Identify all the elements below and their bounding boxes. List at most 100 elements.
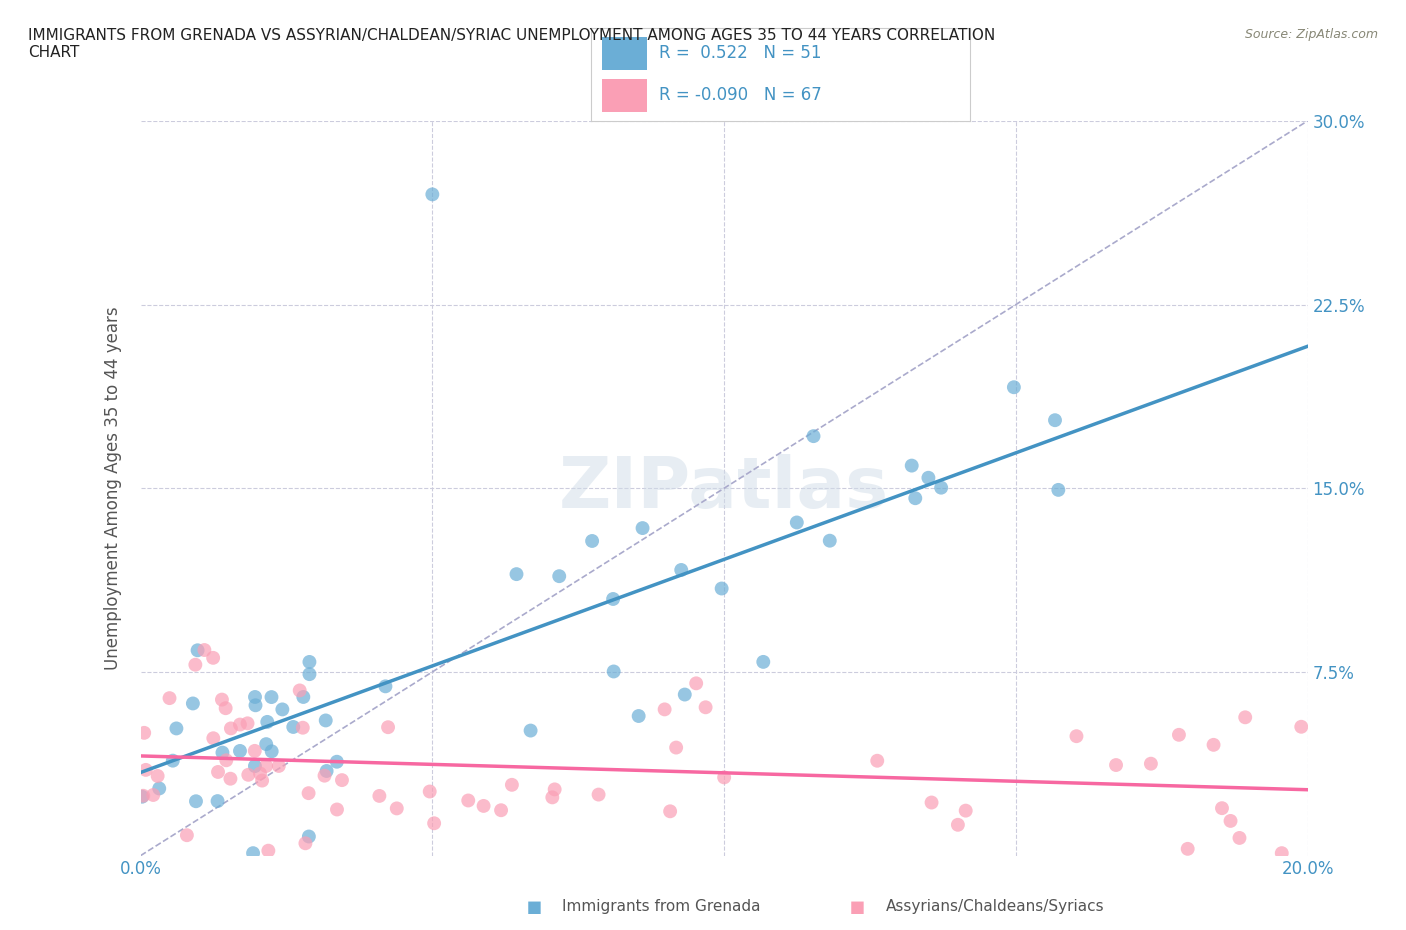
- Point: [1177, 842, 1199, 857]
- Point: [131, 790, 153, 804]
- Point: [457, 793, 479, 808]
- Text: ▪: ▪: [849, 895, 866, 919]
- Point: [866, 753, 889, 768]
- Point: [315, 713, 337, 728]
- Point: [1043, 413, 1066, 428]
- Point: [1229, 830, 1251, 845]
- Point: [245, 698, 267, 712]
- FancyBboxPatch shape: [602, 79, 647, 112]
- Point: [685, 676, 707, 691]
- Point: [326, 802, 349, 817]
- Point: [588, 787, 610, 802]
- Point: [904, 491, 927, 506]
- Point: [314, 768, 336, 783]
- Point: [181, 696, 204, 711]
- Point: [374, 679, 396, 694]
- Point: [184, 658, 207, 672]
- Text: ▪: ▪: [526, 895, 543, 919]
- Point: [946, 817, 969, 832]
- Point: [385, 801, 408, 816]
- Point: [1211, 801, 1233, 816]
- Point: [955, 804, 977, 818]
- Point: [297, 786, 319, 801]
- Point: [631, 521, 654, 536]
- Point: [215, 753, 238, 768]
- Point: [260, 690, 283, 705]
- Point: [1291, 719, 1313, 734]
- Point: [326, 754, 349, 769]
- Point: [1219, 814, 1241, 829]
- Point: [243, 759, 266, 774]
- Point: [229, 743, 252, 758]
- Point: [283, 720, 305, 735]
- Point: [162, 753, 184, 768]
- Point: [219, 721, 242, 736]
- Point: [695, 700, 717, 715]
- FancyBboxPatch shape: [602, 37, 647, 70]
- Point: [165, 721, 187, 736]
- Point: [818, 533, 841, 548]
- Point: [710, 581, 733, 596]
- Point: [193, 643, 215, 658]
- Point: [207, 793, 229, 808]
- Y-axis label: Unemployment Among Ages 35 to 44 years: Unemployment Among Ages 35 to 44 years: [104, 307, 122, 670]
- Point: [803, 429, 825, 444]
- Point: [176, 828, 198, 843]
- Point: [298, 667, 321, 682]
- Point: [752, 655, 775, 670]
- Point: [142, 788, 165, 803]
- Point: [377, 720, 399, 735]
- Point: [543, 782, 565, 797]
- Point: [291, 720, 314, 735]
- Point: [271, 702, 294, 717]
- Point: [1202, 737, 1225, 752]
- Text: IMMIGRANTS FROM GRENADA VS ASSYRIAN/CHALDEAN/SYRIAC UNEMPLOYMENT AMONG AGES 35 T: IMMIGRANTS FROM GRENADA VS ASSYRIAN/CHAL…: [28, 28, 995, 60]
- Point: [238, 767, 260, 782]
- Point: [214, 701, 236, 716]
- Point: [602, 664, 624, 679]
- Point: [1066, 729, 1088, 744]
- Point: [786, 515, 808, 530]
- Text: Source: ZipAtlas.com: Source: ZipAtlas.com: [1244, 28, 1378, 41]
- Point: [917, 471, 939, 485]
- Point: [1140, 756, 1163, 771]
- Point: [900, 458, 922, 473]
- Point: [671, 563, 693, 578]
- Point: [294, 836, 316, 851]
- Point: [548, 569, 571, 584]
- Point: [368, 789, 391, 804]
- Point: [243, 743, 266, 758]
- Point: [602, 591, 624, 606]
- Point: [243, 689, 266, 704]
- Point: [627, 709, 650, 724]
- Point: [654, 702, 676, 717]
- Point: [665, 740, 688, 755]
- Point: [298, 655, 321, 670]
- Point: [184, 794, 207, 809]
- Point: [250, 773, 273, 788]
- Point: [146, 768, 169, 783]
- Point: [489, 803, 512, 817]
- Point: [135, 763, 157, 777]
- Point: [187, 643, 209, 658]
- Point: [673, 687, 696, 702]
- Point: [288, 683, 311, 698]
- Text: Immigrants from Grenada: Immigrants from Grenada: [562, 899, 761, 914]
- Point: [1047, 483, 1070, 498]
- Point: [254, 759, 277, 774]
- Point: [257, 844, 280, 858]
- Point: [1168, 727, 1191, 742]
- Point: [242, 845, 264, 860]
- Point: [541, 790, 564, 804]
- Point: [422, 187, 444, 202]
- Point: [501, 777, 523, 792]
- Point: [132, 789, 155, 804]
- Point: [260, 744, 283, 759]
- Point: [236, 716, 259, 731]
- Point: [202, 650, 225, 665]
- Point: [298, 829, 321, 844]
- Point: [229, 717, 252, 732]
- Text: R = -0.090   N = 67: R = -0.090 N = 67: [659, 86, 821, 104]
- Point: [330, 773, 353, 788]
- Point: [211, 692, 233, 707]
